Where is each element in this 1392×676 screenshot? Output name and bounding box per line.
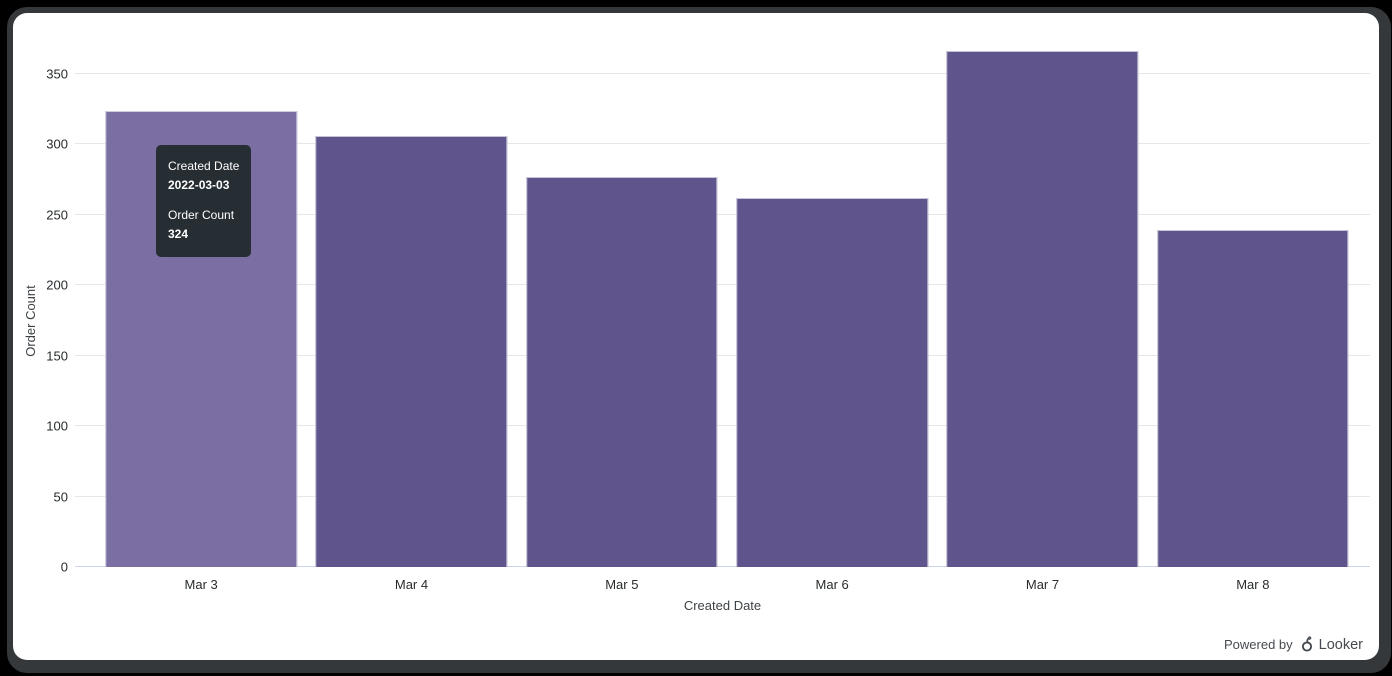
x-tick-label: Mar 6: [815, 577, 849, 592]
bar-mar-8[interactable]: [1157, 230, 1349, 567]
plot-area: 0 50 100 150 200 250 300 350 Order Count Create…: [23, 51, 1370, 575]
y-axis-labels: 0 50 100 150 200 250 300 350: [46, 67, 1370, 575]
gridline: [75, 143, 1370, 145]
bar-mar-5[interactable]: [526, 176, 718, 567]
bar-slot: [937, 51, 1147, 567]
gridline: [75, 495, 1370, 497]
gridlines: [75, 73, 1370, 567]
x-tick-label: Mar 7: [1025, 577, 1060, 592]
y-tick-label: 0: [60, 559, 68, 575]
bar-slot: [306, 74, 516, 567]
y-tick-label: 250: [46, 207, 68, 223]
y-tick-label: 150: [46, 348, 68, 364]
y-tick-label: 100: [46, 418, 68, 434]
y-tick-label: 300: [46, 136, 68, 152]
x-axis-line: [75, 566, 1370, 567]
y-tick-label: 200: [46, 277, 68, 293]
bar-mar-7[interactable]: [946, 51, 1139, 567]
bars: [96, 51, 1358, 567]
powered-by-text: Powered by: [1224, 637, 1293, 652]
x-tick-label: Mar 3: [184, 577, 218, 592]
powered-by-looker[interactable]: Powered by Looker: [1224, 636, 1363, 653]
looker-brand-text: Looker: [1318, 636, 1363, 653]
gridline: [75, 213, 1370, 215]
bar-mar-3[interactable]: [105, 110, 297, 567]
y-tick-label: 50: [53, 489, 68, 505]
bar-mar-4[interactable]: [315, 135, 508, 567]
bar-slot: [727, 74, 937, 567]
gridline: [75, 354, 1370, 356]
y-axis-title: Order Count: [23, 284, 38, 357]
gridline: [75, 425, 1370, 427]
bar-slot: [96, 74, 306, 567]
bar-slot: [1148, 74, 1358, 567]
x-axis-title: Created Date: [683, 598, 762, 613]
chart-frame: 0 50 100 150 200 250 300 350 Order Count Create…: [7, 7, 1391, 673]
x-axis-labels: Mar 3 Mar 4 Mar 5 Mar 6 Mar 7 Mar 8: [96, 577, 1358, 592]
x-tick-label: Mar 4: [394, 577, 429, 592]
x-tick-label: Mar 8: [1236, 577, 1270, 592]
looker-logo-icon: [1301, 636, 1312, 652]
gridline: [75, 73, 1370, 74]
chart-card: 0 50 100 150 200 250 300 350 Order Count Create…: [13, 13, 1379, 660]
x-tick-label: Mar 5: [605, 577, 639, 592]
gridline: [75, 284, 1370, 286]
bar-mar-6[interactable]: [736, 197, 928, 567]
bar-slot: [517, 74, 727, 567]
y-tick-label: 350: [46, 66, 68, 82]
